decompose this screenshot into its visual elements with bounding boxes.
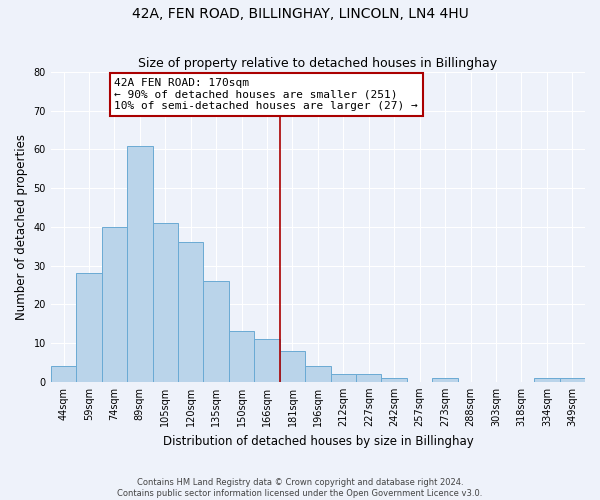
Bar [433, 378, 458, 382]
Title: Size of property relative to detached houses in Billinghay: Size of property relative to detached ho… [139, 56, 497, 70]
Bar [76, 274, 101, 382]
Bar [101, 227, 127, 382]
Bar [178, 242, 203, 382]
Bar [382, 378, 407, 382]
Text: Contains HM Land Registry data © Crown copyright and database right 2024.
Contai: Contains HM Land Registry data © Crown c… [118, 478, 482, 498]
Bar [331, 374, 356, 382]
Bar [229, 332, 254, 382]
Y-axis label: Number of detached properties: Number of detached properties [15, 134, 28, 320]
Bar [203, 281, 229, 382]
Text: 42A, FEN ROAD, BILLINGHAY, LINCOLN, LN4 4HU: 42A, FEN ROAD, BILLINGHAY, LINCOLN, LN4 … [131, 8, 469, 22]
Bar [280, 351, 305, 382]
Bar [356, 374, 382, 382]
Bar [305, 366, 331, 382]
X-axis label: Distribution of detached houses by size in Billinghay: Distribution of detached houses by size … [163, 434, 473, 448]
Bar [534, 378, 560, 382]
Bar [254, 339, 280, 382]
Text: 42A FEN ROAD: 170sqm
← 90% of detached houses are smaller (251)
10% of semi-deta: 42A FEN ROAD: 170sqm ← 90% of detached h… [115, 78, 418, 111]
Bar [560, 378, 585, 382]
Bar [127, 146, 152, 382]
Bar [51, 366, 76, 382]
Bar [152, 223, 178, 382]
